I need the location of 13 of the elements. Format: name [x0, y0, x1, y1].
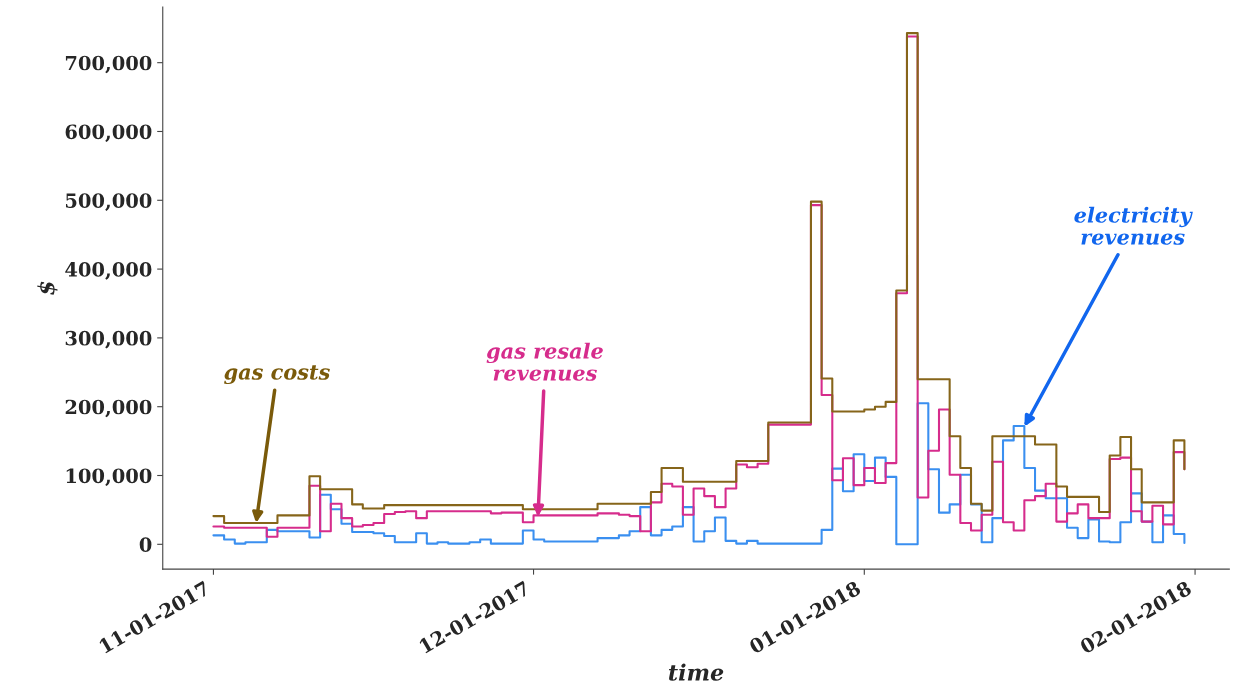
- y-tick-label: 300,000: [65, 330, 152, 349]
- annotation: electricity revenues: [1074, 206, 1193, 245]
- y-axis-title: $: [37, 281, 58, 295]
- y-tick-label: 100,000: [66, 468, 152, 487]
- x-axis-title: time: [668, 663, 724, 681]
- y-tick-label: 0: [139, 537, 152, 552]
- y-tick-label: 200,000: [65, 399, 152, 418]
- annotation: gas resale revenues: [486, 342, 603, 381]
- annotation: gas costs: [224, 365, 330, 385]
- y-tick-label: 400,000: [65, 262, 152, 280]
- y-tick-label: 700,000: [65, 55, 152, 74]
- y-tick-label: 500,000: [65, 193, 152, 211]
- y-tick-label: 600,000: [65, 124, 152, 143]
